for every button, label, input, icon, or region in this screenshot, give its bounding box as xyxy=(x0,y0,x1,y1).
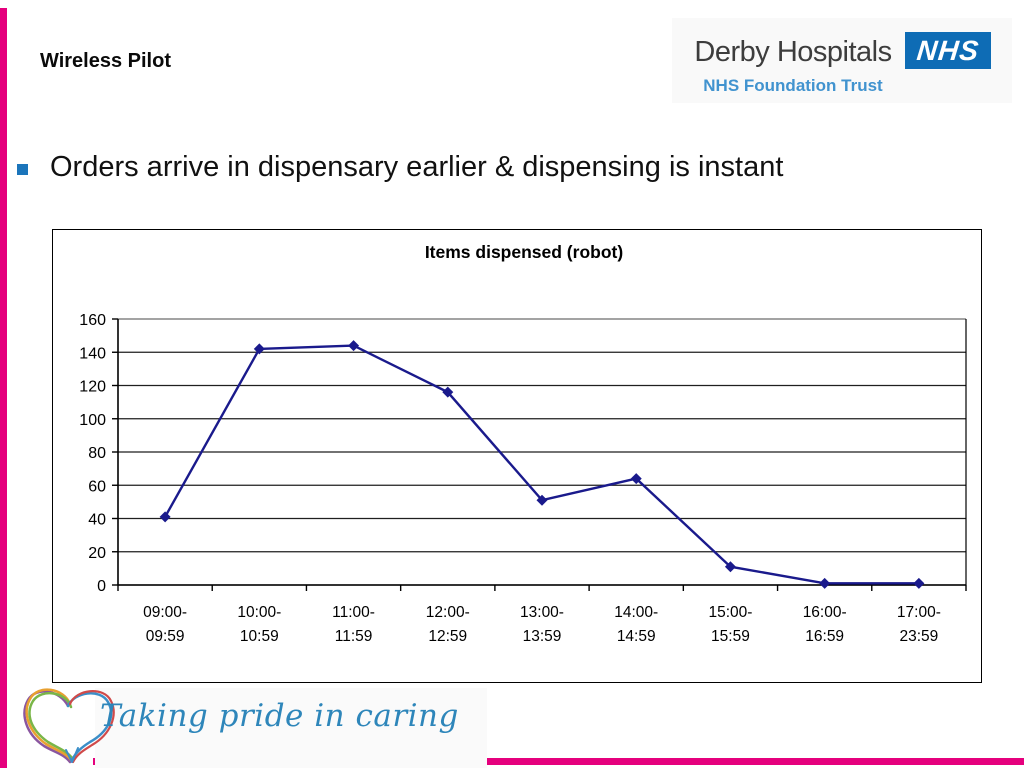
svg-text:17:00-: 17:00- xyxy=(897,604,941,621)
svg-text:11:59: 11:59 xyxy=(335,628,373,645)
nhs-org-subtitle: NHS Foundation Trust xyxy=(703,76,883,95)
svg-text:120: 120 xyxy=(79,379,106,396)
svg-text:11:00-: 11:00- xyxy=(332,604,375,621)
svg-text:12:59: 12:59 xyxy=(428,628,467,645)
svg-text:40: 40 xyxy=(88,512,106,529)
svg-text:15:59: 15:59 xyxy=(711,628,750,645)
svg-text:10:59: 10:59 xyxy=(240,628,279,645)
chart-title: Items dispensed (robot) xyxy=(424,242,624,262)
footer-logo-background xyxy=(95,688,487,768)
svg-text:09:00-: 09:00- xyxy=(143,604,187,621)
svg-text:14:59: 14:59 xyxy=(617,628,656,645)
accent-border-bottom xyxy=(93,758,1024,765)
nhs-badge-icon: NHS xyxy=(905,32,991,69)
svg-text:160: 160 xyxy=(79,312,106,329)
svg-text:60: 60 xyxy=(88,478,106,495)
line-chart: 0 20 40 60 80 100 120 140 160 09:00- 09:59 10:00- 10… xyxy=(52,229,982,683)
chart-plot-area: 0 20 40 60 80 100 120 140 160 09:00- 09:59 10:00- 10… xyxy=(79,312,967,645)
svg-text:10:00-: 10:00- xyxy=(237,604,281,621)
nhs-badge-label: NHS xyxy=(915,34,981,66)
svg-text:23:59: 23:59 xyxy=(899,628,938,645)
svg-text:13:59: 13:59 xyxy=(523,628,562,645)
nhs-trust-logo: Derby Hospitals NHS NHS Foundation Trust xyxy=(672,18,1012,103)
svg-text:13:00-: 13:00- xyxy=(520,604,564,621)
svg-text:140: 140 xyxy=(79,345,106,362)
svg-text:14:00-: 14:00- xyxy=(614,604,658,621)
svg-text:15:00-: 15:00- xyxy=(708,604,752,621)
svg-text:12:00-: 12:00- xyxy=(426,604,470,621)
nhs-org-name: Derby Hospitals xyxy=(694,36,892,68)
svg-text:16:59: 16:59 xyxy=(805,628,844,645)
svg-text:09:59: 09:59 xyxy=(146,628,185,645)
svg-text:80: 80 xyxy=(88,445,106,462)
svg-text:100: 100 xyxy=(79,412,106,429)
svg-text:16:00-: 16:00- xyxy=(803,604,847,621)
bullet-square-icon xyxy=(17,164,28,175)
bullet-text: Orders arrive in dispensary earlier & di… xyxy=(50,151,784,183)
svg-text:20: 20 xyxy=(88,545,106,562)
footer-tagline: Taking pride in caring xyxy=(100,698,459,734)
page-title: Wireless Pilot xyxy=(40,50,171,72)
accent-border-left xyxy=(0,8,7,768)
rainbow-heart-icon xyxy=(23,688,115,764)
svg-text:0: 0 xyxy=(97,578,106,595)
